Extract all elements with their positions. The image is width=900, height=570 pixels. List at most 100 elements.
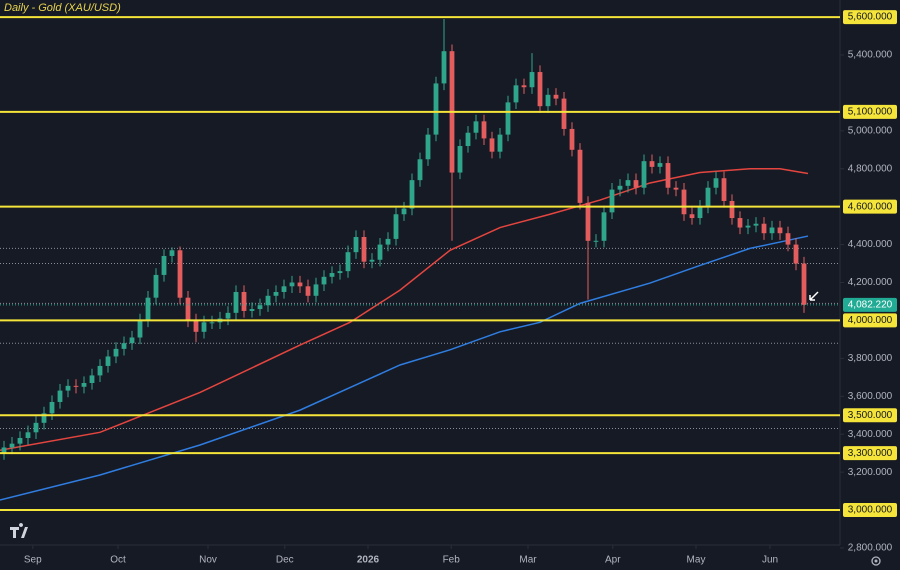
candle-body	[649, 161, 655, 167]
candle-body	[41, 413, 47, 423]
candle-body	[505, 102, 511, 135]
candle-body	[737, 218, 743, 228]
x-tick-label: Jun	[762, 555, 778, 566]
candle-body	[417, 159, 423, 181]
settings-icon[interactable]	[871, 556, 881, 566]
candle-body	[465, 132, 471, 146]
candle-body	[345, 252, 351, 272]
candle-body	[129, 337, 135, 344]
candle-body	[665, 163, 671, 188]
last-price-label-bg	[843, 297, 897, 312]
y-tick-label: 4,400.000	[848, 239, 893, 250]
candle-body	[585, 202, 591, 241]
candle-body	[657, 163, 663, 167]
x-tick-label: Oct	[110, 555, 126, 566]
candle-body	[193, 320, 199, 332]
candle-body	[209, 322, 215, 324]
level-label: 3,500.000	[848, 410, 893, 421]
candle-body	[225, 312, 231, 319]
candle-body	[89, 375, 95, 384]
x-tick-label: Apr	[605, 555, 621, 566]
candle-body	[689, 214, 695, 219]
candle-body	[401, 208, 407, 215]
y-tick-label: 5,000.000	[848, 125, 893, 136]
level-label: 5,100.000	[848, 107, 893, 118]
candle-body	[233, 291, 239, 313]
candle-body	[385, 238, 391, 245]
candle-body	[97, 365, 103, 376]
candle-body	[537, 72, 543, 107]
candle-body	[593, 240, 599, 242]
candle-body	[81, 383, 87, 387]
candle-body	[153, 274, 159, 298]
candle-body	[545, 94, 551, 107]
candle-body	[265, 295, 271, 306]
candle-body	[185, 297, 191, 321]
y-tick-label: 3,400.000	[848, 429, 893, 440]
candle-body	[513, 85, 519, 103]
moving-average-line	[0, 168, 809, 452]
level-label: 4,000.000	[848, 315, 893, 326]
candle-body	[249, 309, 255, 311]
candle-body	[393, 214, 399, 239]
candle-body	[769, 227, 775, 234]
candle-body	[625, 180, 631, 186]
candle-body	[577, 149, 583, 203]
y-tick-label: 5,400.000	[848, 50, 893, 61]
x-tick-label: Mar	[519, 555, 537, 566]
candle-body	[9, 443, 15, 448]
candle-body	[457, 145, 463, 173]
candle-body	[257, 305, 263, 310]
candle-body	[633, 180, 639, 188]
chart-title: Daily - Gold (XAU/USD)	[4, 2, 121, 14]
candle-body	[161, 255, 167, 275]
candle-body	[17, 437, 23, 444]
candle-body	[609, 189, 615, 213]
candle-body	[497, 134, 503, 152]
candle-body	[673, 187, 679, 190]
candle-body	[489, 138, 495, 152]
candle-body	[313, 284, 319, 296]
candle-body	[73, 385, 79, 387]
candle-body	[793, 244, 799, 264]
x-tick-label: Dec	[276, 555, 294, 566]
level-label-bg	[843, 10, 897, 25]
candle-body	[761, 223, 767, 234]
candle-body	[321, 276, 327, 285]
candle-body	[273, 291, 279, 296]
moving-average-line	[0, 235, 809, 501]
candle-body	[113, 348, 119, 357]
candle-body	[353, 237, 359, 253]
candle-body	[425, 134, 431, 160]
candle-body	[305, 286, 311, 296]
candle-body	[57, 390, 63, 402]
candle-body	[201, 322, 207, 332]
y-tick-label: 3,600.000	[848, 391, 893, 402]
level-label: 3,000.000	[848, 505, 893, 516]
candle-body	[521, 85, 527, 88]
last-price-label: 4,082.220	[848, 299, 893, 310]
candle-body	[177, 250, 183, 298]
cursor-arrow	[809, 291, 819, 301]
candle-body	[121, 343, 127, 349]
level-label: 3,300.000	[848, 448, 893, 459]
candle-body	[753, 223, 759, 226]
y-tick-label: 2,800.000	[848, 543, 893, 554]
candle-body	[617, 185, 623, 190]
y-tick-label: 4,800.000	[848, 163, 893, 174]
level-label-bg	[843, 199, 897, 214]
plot-area	[0, 16, 840, 512]
level-label-bg	[843, 104, 897, 119]
candle-body	[801, 263, 807, 305]
y-tick-label: 4,200.000	[848, 277, 893, 288]
tradingview-logo	[10, 523, 28, 538]
candle-body	[361, 237, 367, 262]
candle-body	[241, 291, 247, 311]
candle-body	[529, 72, 535, 88]
candle-body	[377, 244, 383, 260]
candle-body	[329, 273, 335, 277]
level-label-bg	[843, 313, 897, 328]
candle-body	[25, 432, 31, 438]
